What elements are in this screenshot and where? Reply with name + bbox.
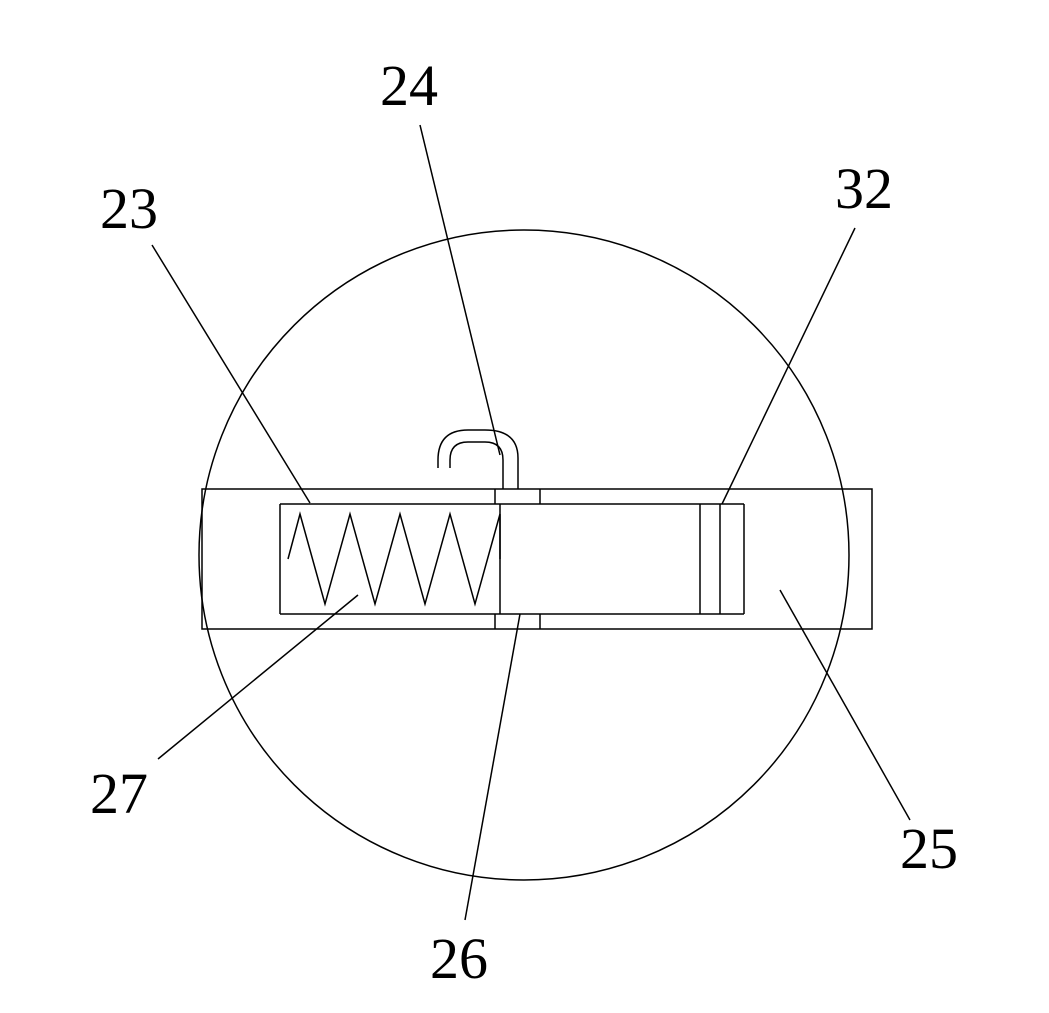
leader-26 — [465, 614, 520, 920]
hook-element — [450, 442, 503, 489]
label-25: 25 — [900, 815, 958, 882]
label-32: 32 — [835, 155, 893, 222]
label-24: 24 — [380, 52, 438, 119]
leader-24 — [420, 125, 500, 455]
diagram-svg — [0, 0, 1049, 1013]
label-23: 23 — [100, 175, 158, 242]
spring-coil — [288, 514, 500, 604]
leader-27 — [158, 595, 358, 759]
label-26: 26 — [430, 925, 488, 992]
detail-circle — [199, 230, 849, 880]
outer-body — [202, 489, 872, 629]
label-27: 27 — [90, 760, 148, 827]
technical-diagram: 23 24 32 27 26 25 — [0, 0, 1049, 1013]
leader-23 — [152, 245, 310, 503]
leader-25 — [780, 590, 910, 820]
